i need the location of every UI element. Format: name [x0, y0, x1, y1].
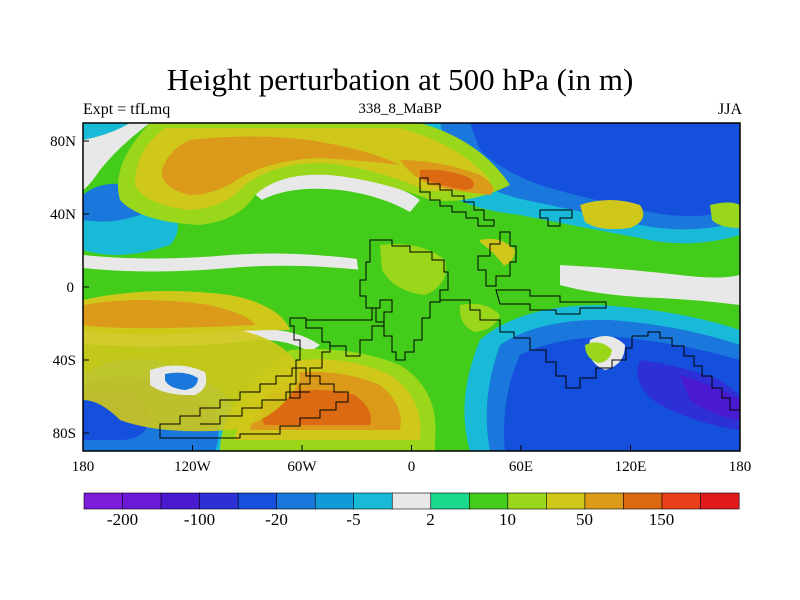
lon-label-180w: 180 — [72, 459, 95, 475]
colorbar-label-50: 50 — [576, 510, 593, 529]
colorbar-swatch — [314, 492, 355, 510]
colorbar-swatch — [700, 492, 740, 510]
colorbar-label-minus-200: -200 — [107, 510, 138, 529]
longitude-axis: 180 120W 60W 0 60E 120E 180 — [72, 445, 752, 475]
lon-label-180e: 180 — [729, 459, 752, 475]
colorbar-labels: -200 -100 -20 -5 2 10 50 150 — [107, 510, 674, 529]
colorbar-swatch — [353, 492, 393, 510]
lat-label-80n: 80N — [50, 134, 76, 150]
lon-label-60e: 60E — [509, 459, 533, 475]
colorbar-swatch — [507, 492, 547, 510]
lat-label-80s: 80S — [53, 426, 76, 442]
lat-label-0: 0 — [67, 280, 75, 296]
colorbar-swatch — [391, 492, 432, 510]
colorbar-swatch — [276, 492, 316, 510]
lat-label-40n: 40N — [50, 207, 76, 223]
colorbar-swatch — [430, 492, 470, 510]
colorbar-swatch — [661, 492, 701, 510]
land-outlines — [159, 177, 740, 439]
contour-field — [83, 123, 740, 451]
colorbar-swatch — [160, 492, 201, 510]
latitude-axis: 80N 40N 0 40S 80S — [50, 134, 89, 442]
colorbar — [83, 492, 740, 510]
colorbar-swatch — [237, 492, 278, 510]
case-label: 338_8_MaBP — [358, 101, 442, 117]
colorbar-label-150: 150 — [649, 510, 675, 529]
plot-title: Height perturbation at 500 hPa (in m) — [166, 62, 634, 97]
colorbar-label-10: 10 — [499, 510, 516, 529]
experiment-label: Expt = tfLmq — [83, 101, 171, 118]
season-label: JJA — [717, 101, 742, 118]
colorbar-swatch — [584, 492, 624, 510]
colorbar-swatch — [122, 492, 162, 510]
colorbar-label-minus-5: -5 — [346, 510, 360, 529]
lon-label-0: 0 — [408, 459, 416, 475]
colorbar-label-minus-100: -100 — [184, 510, 215, 529]
colorbar-label-2: 2 — [426, 510, 435, 529]
lon-label-120e: 120E — [615, 459, 647, 475]
colorbar-swatch — [199, 492, 239, 510]
lon-label-60w: 60W — [287, 459, 317, 475]
colorbar-swatch — [623, 492, 663, 510]
colorbar-label-minus-20: -20 — [265, 510, 288, 529]
colorbar-swatch — [546, 492, 586, 510]
lat-label-40s: 40S — [53, 353, 76, 369]
lon-label-120w: 120W — [174, 459, 212, 475]
colorbar-swatch — [468, 492, 509, 510]
colorbar-swatch — [83, 492, 124, 510]
